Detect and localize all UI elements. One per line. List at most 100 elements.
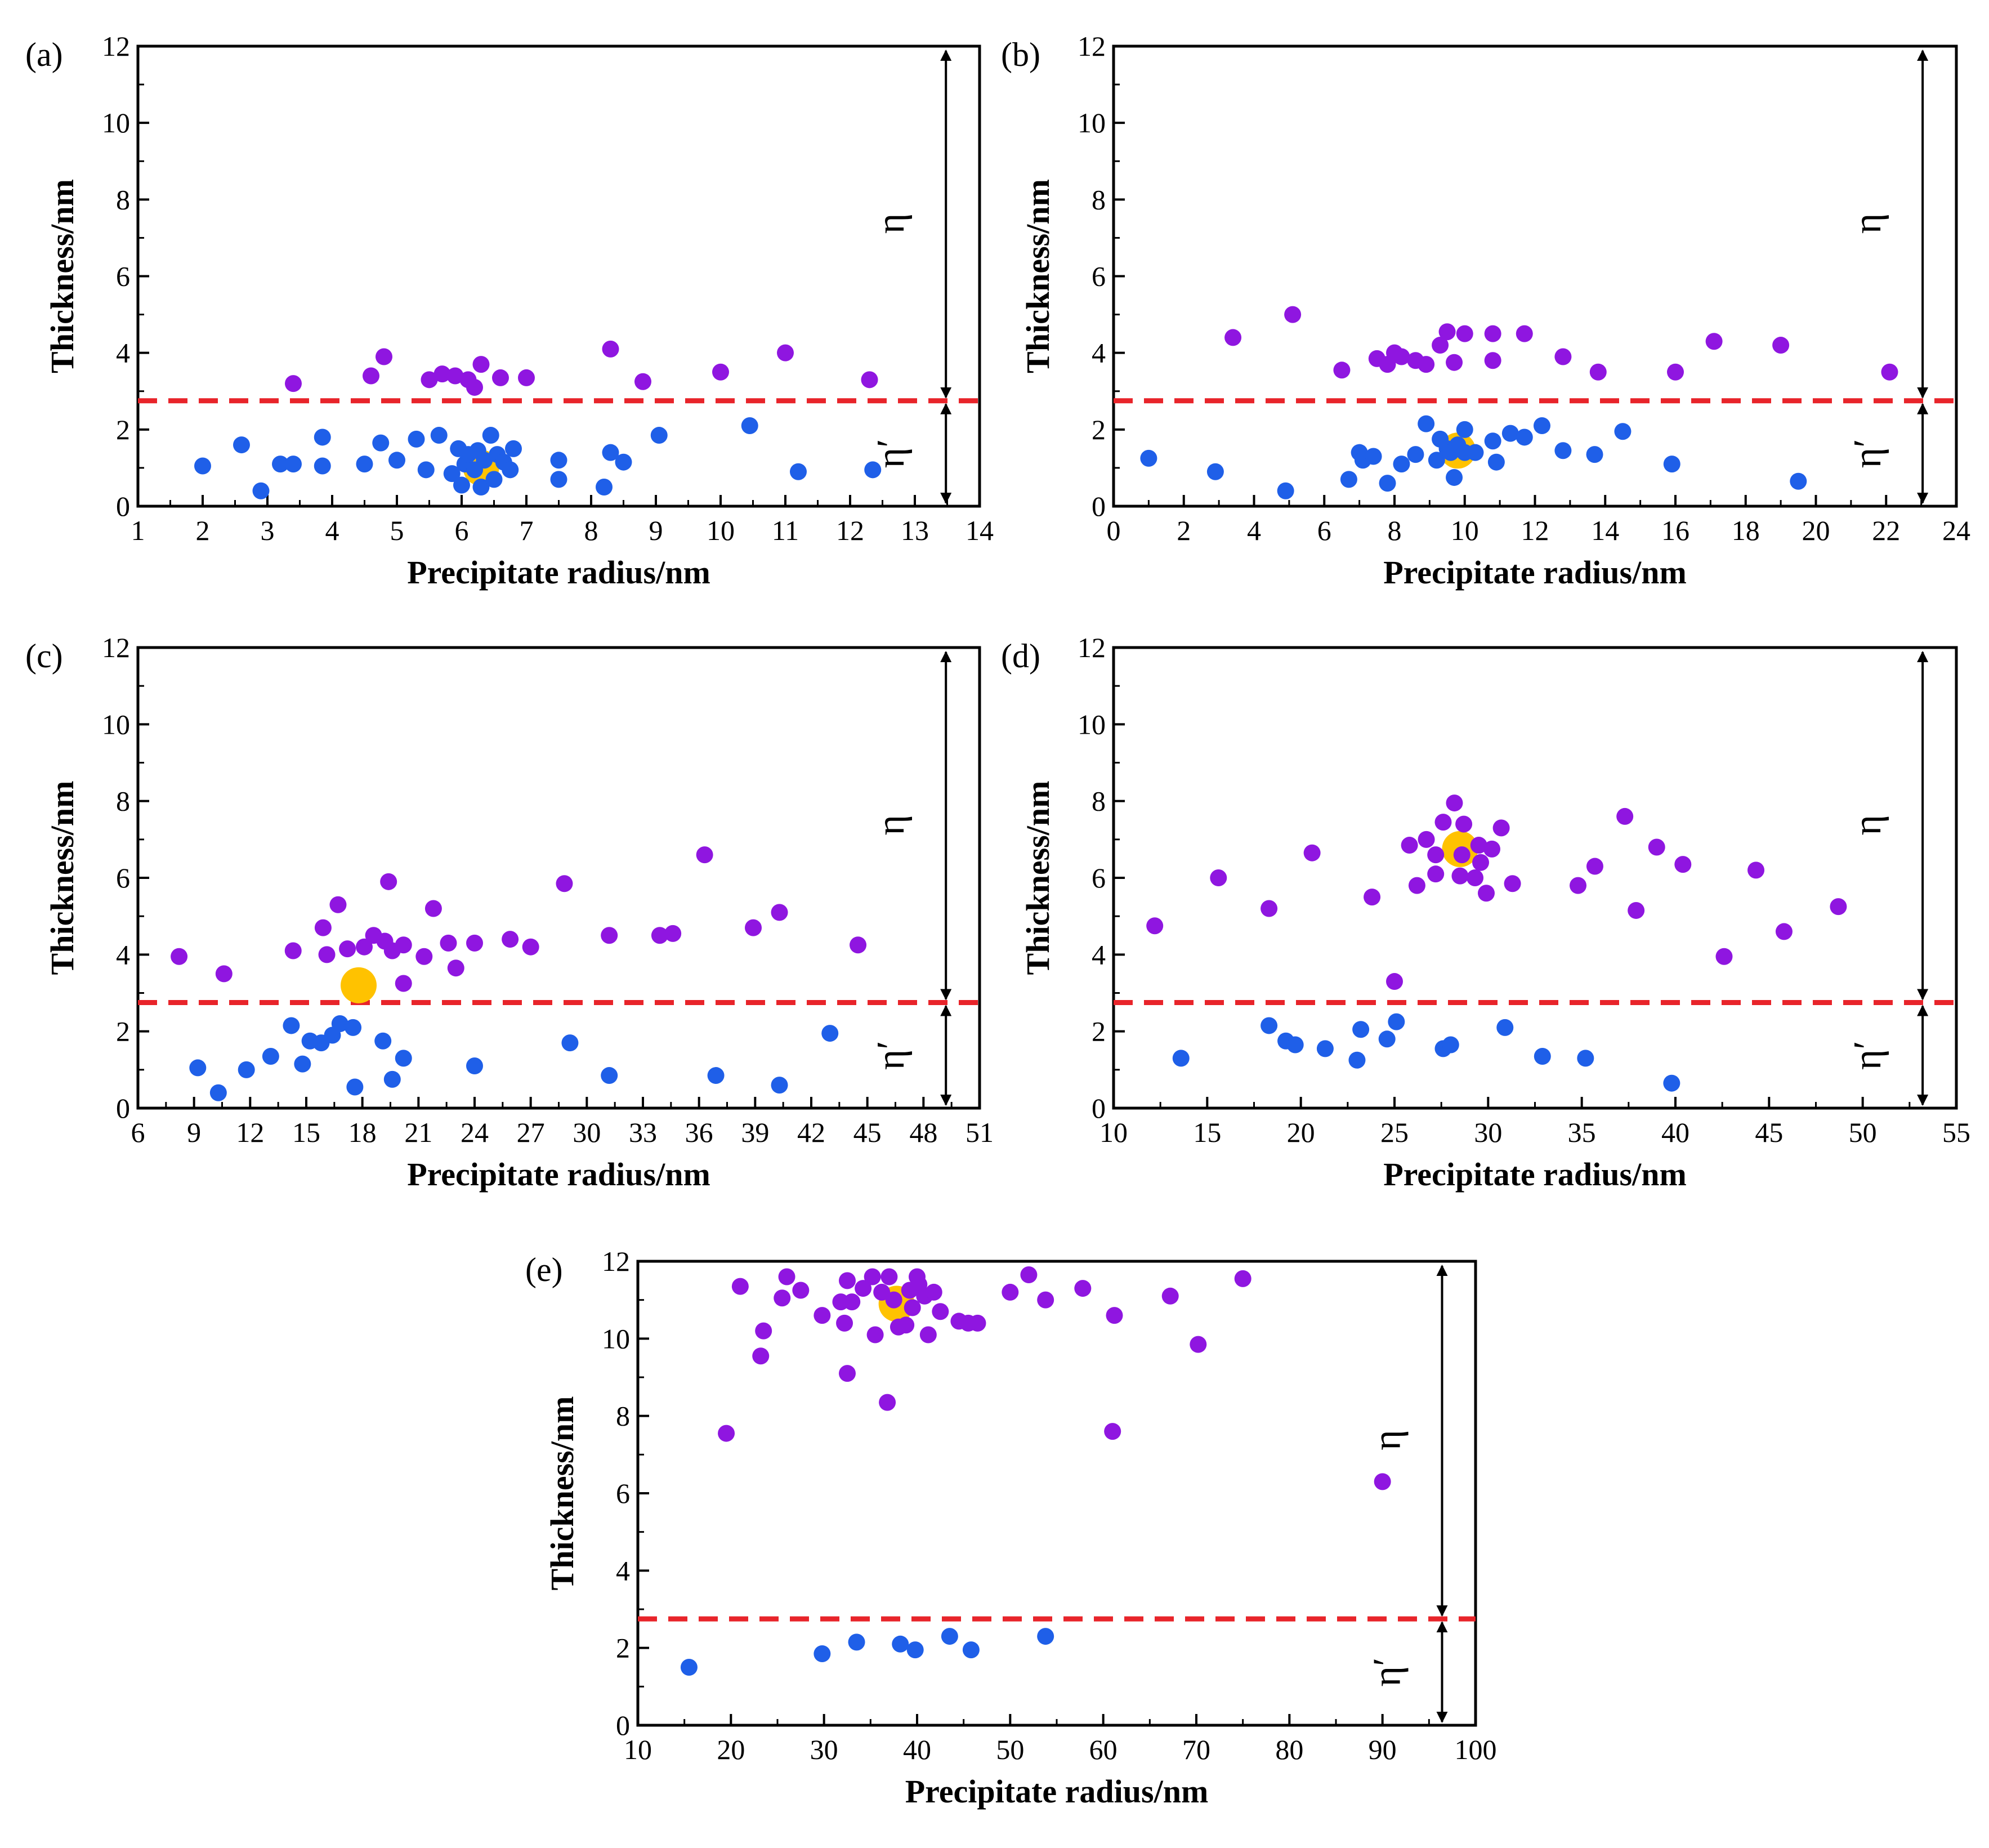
eta-point	[1483, 840, 1500, 858]
x-tick-label: 1	[131, 515, 145, 546]
y-tick-label: 6	[116, 261, 130, 292]
x-tick-label: 9	[187, 1117, 201, 1148]
eta-prime-point	[374, 1032, 392, 1050]
panel-label: (c)	[25, 637, 63, 675]
chart-panel: 10 20 30 40 50 60 70 80 90 100 0 2 4 6 8 10 12 Precipitat…	[525, 1246, 1497, 1810]
y-tick-label: 12	[602, 1246, 630, 1277]
y-tick-label: 0	[616, 1709, 630, 1741]
eta-prime-point	[602, 444, 619, 461]
y-tick-label: 4	[1092, 337, 1106, 369]
y-tick-label: 2	[1092, 414, 1106, 445]
eta-prime-point	[962, 1641, 980, 1659]
eta-point	[1074, 1280, 1092, 1297]
eta-prime-point	[1418, 415, 1435, 432]
eta-prime-point	[1140, 449, 1157, 467]
x-tick-label: 14	[1591, 515, 1619, 546]
eta-prime-point	[472, 478, 490, 496]
eta-prime-point	[485, 471, 503, 488]
eta-prime-point	[1037, 1628, 1054, 1645]
y-tick-label: 12	[1078, 30, 1106, 62]
y-tick-label: 4	[116, 337, 130, 369]
eta-label: η	[1846, 815, 1889, 836]
eta-point	[774, 1289, 791, 1307]
y-tick-label: 6	[1092, 862, 1106, 894]
eta-prime-point	[466, 1057, 483, 1075]
chart-panel: 6 9 12 15 18 21 24 27 30 33 36 39 42 45 48 51024681012P…	[25, 632, 994, 1193]
eta-prime-point	[741, 417, 758, 435]
y-tick-label: 2	[116, 1016, 130, 1047]
eta-point	[919, 1326, 937, 1343]
eta-prime-point	[1516, 428, 1533, 446]
eta-label: η	[1846, 213, 1889, 234]
x-tick-label: 50	[996, 1734, 1024, 1765]
eta-point	[380, 873, 397, 890]
eta-prime-point	[209, 1084, 227, 1101]
eta-point	[1492, 819, 1510, 837]
x-tick-label: 6	[131, 1117, 145, 1148]
eta-point	[839, 1365, 856, 1382]
eta-prime-point	[1365, 448, 1382, 465]
y-tick-label: 8	[116, 785, 130, 817]
eta-point	[1374, 1473, 1391, 1490]
eta-prime-point	[1467, 444, 1484, 461]
eta-point	[395, 936, 412, 954]
eta-prime-point	[505, 440, 522, 457]
eta-point	[1261, 900, 1278, 917]
eta-point	[1554, 348, 1572, 365]
eta-prime-point	[1378, 1030, 1396, 1048]
x-axis-title: Precipitate radius/nm	[1383, 554, 1687, 591]
x-tick-label: 36	[685, 1117, 713, 1148]
eta-point	[355, 938, 373, 956]
eta-point	[1434, 814, 1452, 831]
y-tick-label: 6	[1092, 261, 1106, 292]
x-tick-label: 15	[1193, 1117, 1221, 1148]
eta-point	[1715, 948, 1733, 965]
eta-prime-point	[194, 457, 211, 475]
eta-prime-point	[550, 471, 567, 488]
eta-point	[601, 927, 618, 944]
eta-prime-point	[596, 478, 613, 496]
x-tick-label: 30	[810, 1734, 838, 1765]
x-tick-label: 0	[1107, 515, 1121, 546]
eta-point	[1747, 861, 1765, 879]
y-tick-label: 10	[1078, 708, 1106, 740]
x-tick-label: 45	[1755, 1117, 1783, 1148]
eta-point	[1303, 844, 1321, 861]
eta-point	[466, 934, 483, 952]
eta-prime-point	[1407, 446, 1424, 463]
x-axis-title: Precipitate radius/nm	[905, 1773, 1209, 1810]
eta-point	[752, 1347, 770, 1365]
x-tick-label: 15	[292, 1117, 320, 1148]
eta-point	[1628, 901, 1645, 919]
eta-point	[1446, 354, 1463, 371]
eta-point	[421, 371, 438, 389]
eta-point	[522, 938, 539, 956]
eta-prime-point	[707, 1067, 725, 1084]
eta-point	[855, 1280, 872, 1297]
eta-prime-point	[906, 1641, 924, 1659]
eta-point	[651, 927, 668, 944]
eta-prime-point	[314, 457, 331, 475]
eta-point	[755, 1322, 772, 1340]
eta-point	[731, 1278, 749, 1295]
x-tick-label: 6	[455, 515, 469, 546]
eta-point	[602, 340, 619, 358]
eta-point	[843, 1293, 861, 1311]
eta-point	[778, 1268, 795, 1285]
eta-point	[1146, 917, 1164, 935]
eta-point	[1190, 1336, 1207, 1353]
eta-point	[171, 948, 188, 965]
eta-point	[792, 1282, 810, 1299]
eta-point	[339, 940, 356, 958]
y-axis-title: Thickness/nm	[44, 781, 81, 975]
x-tick-label: 2	[1177, 515, 1191, 546]
x-tick-label: 12	[836, 515, 864, 546]
eta-prime-point	[1428, 452, 1445, 469]
x-axis-title: Precipitate radius/nm	[407, 554, 710, 591]
x-tick-label: 6	[1317, 515, 1331, 546]
eta-prime-point	[1348, 1051, 1366, 1069]
eta-point	[864, 1268, 881, 1285]
x-tick-label: 35	[1568, 1117, 1596, 1148]
x-tick-label: 8	[584, 515, 598, 546]
